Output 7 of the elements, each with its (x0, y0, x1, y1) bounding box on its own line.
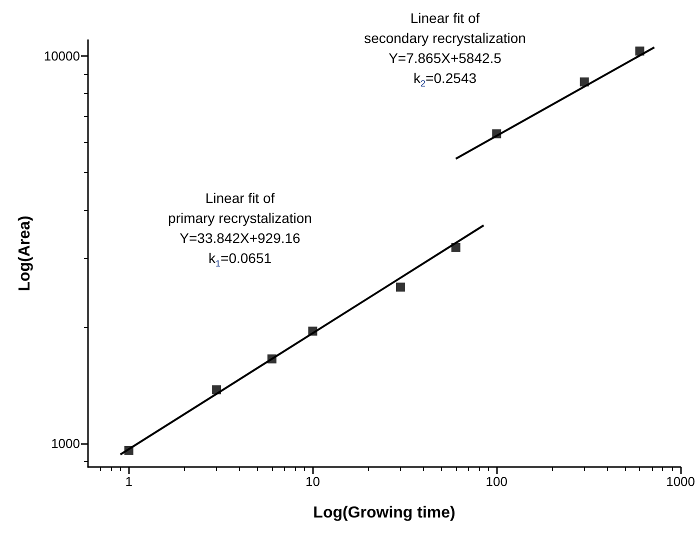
x-tick-label: 100 (486, 474, 508, 489)
x-tick-label: 10 (305, 474, 320, 489)
y-tick-label: 10000 (44, 48, 80, 64)
x-axis-title: Log(Growing time) (313, 504, 456, 522)
x-tick-label: 1 (125, 474, 132, 489)
y-axis-title: Log(Area) (16, 216, 34, 292)
x-tick-label: 1000 (666, 474, 695, 489)
